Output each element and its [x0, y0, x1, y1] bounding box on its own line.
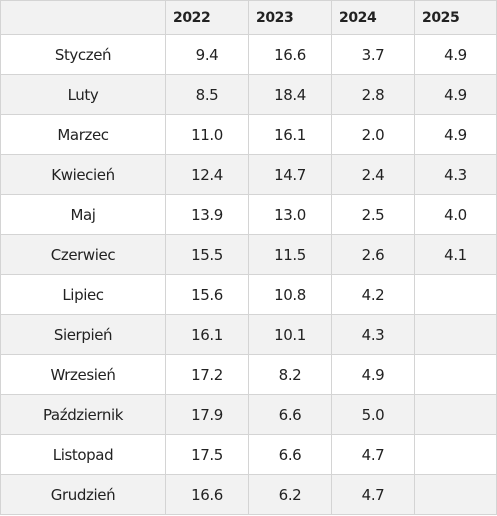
table-cell: 4.7 [331, 434, 415, 475]
table-cell: 16.1 [165, 314, 249, 355]
table-row: Lipiec 15.6 10.8 4.2 [0, 274, 497, 315]
table-cell: 2.8 [331, 74, 415, 115]
table-cell: 2.5 [331, 194, 415, 235]
header-cell-2022: 2022 [165, 0, 249, 35]
table-cell: 4.0 [414, 194, 497, 235]
table-row: Marzec 11.0 16.1 2.0 4.9 [0, 114, 497, 155]
table-cell: 4.2 [331, 274, 415, 315]
table-cell: 4.9 [414, 34, 497, 75]
table-cell: 15.6 [165, 274, 249, 315]
table-cell: 2.0 [331, 114, 415, 155]
table-cell: 6.2 [248, 474, 332, 515]
table-cell: 10.8 [248, 274, 332, 315]
row-label: Maj [0, 194, 166, 235]
table-cell: 16.6 [248, 34, 332, 75]
table-row: Styczeń 9.4 16.6 3.7 4.9 [0, 34, 497, 75]
table-cell [414, 274, 497, 315]
table-cell: 16.6 [165, 474, 249, 515]
table-body: Styczeń 9.4 16.6 3.7 4.9 Luty 8.5 18.4 2… [0, 34, 497, 515]
row-label: Sierpień [0, 314, 166, 355]
table-cell: 16.1 [248, 114, 332, 155]
table-row: Listopad 17.5 6.6 4.7 [0, 434, 497, 475]
table-cell: 8.2 [248, 354, 332, 395]
table-cell: 17.2 [165, 354, 249, 395]
table-cell: 12.4 [165, 154, 249, 195]
table-cell: 18.4 [248, 74, 332, 115]
row-label: Lipiec [0, 274, 166, 315]
row-label: Styczeń [0, 34, 166, 75]
table-cell: 4.9 [414, 74, 497, 115]
table-cell: 4.7 [331, 474, 415, 515]
table-cell [414, 314, 497, 355]
table-row: Czerwiec 15.5 11.5 2.6 4.1 [0, 234, 497, 275]
row-label: Kwiecień [0, 154, 166, 195]
table-cell: 4.3 [414, 154, 497, 195]
table-cell: 15.5 [165, 234, 249, 275]
table-cell: 14.7 [248, 154, 332, 195]
table-cell: 10.1 [248, 314, 332, 355]
table-cell: 2.4 [331, 154, 415, 195]
header-cell-2025: 2025 [414, 0, 497, 35]
table-cell: 17.9 [165, 394, 249, 435]
header-row: 2022 2023 2024 2025 [0, 0, 497, 35]
table-row: Sierpień 16.1 10.1 4.3 [0, 314, 497, 355]
table-cell: 4.9 [331, 354, 415, 395]
table-row: Luty 8.5 18.4 2.8 4.9 [0, 74, 497, 115]
table-cell: 4.1 [414, 234, 497, 275]
table-cell: 9.4 [165, 34, 249, 75]
row-label: Październik [0, 394, 166, 435]
table-cell: 11.5 [248, 234, 332, 275]
table-cell: 6.6 [248, 394, 332, 435]
table-cell [414, 434, 497, 475]
table-row: Grudzień 16.6 6.2 4.7 [0, 474, 497, 515]
table-cell: 5.0 [331, 394, 415, 435]
row-label: Grudzień [0, 474, 166, 515]
table-cell [414, 394, 497, 435]
table-cell [414, 354, 497, 395]
table-cell [414, 474, 497, 515]
table-cell: 8.5 [165, 74, 249, 115]
table-cell: 13.9 [165, 194, 249, 235]
header-cell-2024: 2024 [331, 0, 415, 35]
header-cell-empty [0, 0, 166, 35]
row-label: Czerwiec [0, 234, 166, 275]
row-label: Wrzesień [0, 354, 166, 395]
table-cell: 4.9 [414, 114, 497, 155]
table-row: Październik 17.9 6.6 5.0 [0, 394, 497, 435]
table-cell: 2.6 [331, 234, 415, 275]
row-label: Marzec [0, 114, 166, 155]
row-label: Luty [0, 74, 166, 115]
table-cell: 3.7 [331, 34, 415, 75]
table-row: Wrzesień 17.2 8.2 4.9 [0, 354, 497, 395]
table-row: Kwiecień 12.4 14.7 2.4 4.3 [0, 154, 497, 195]
header-cell-2023: 2023 [248, 0, 332, 35]
table-header: 2022 2023 2024 2025 [0, 0, 497, 35]
row-label: Listopad [0, 434, 166, 475]
table-cell: 17.5 [165, 434, 249, 475]
table-cell: 4.3 [331, 314, 415, 355]
table-cell: 6.6 [248, 434, 332, 475]
table-row: Maj 13.9 13.0 2.5 4.0 [0, 194, 497, 235]
table-cell: 11.0 [165, 114, 249, 155]
table-cell: 13.0 [248, 194, 332, 235]
